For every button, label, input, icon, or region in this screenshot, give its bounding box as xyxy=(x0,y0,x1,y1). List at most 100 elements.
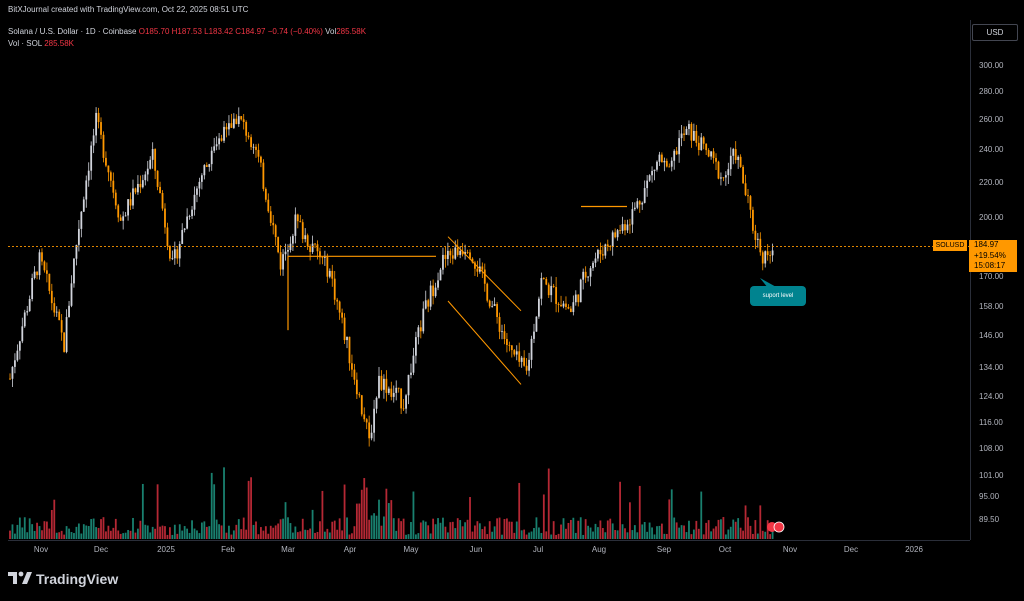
candle-body xyxy=(626,224,629,231)
volume-bar xyxy=(284,502,287,539)
candle-body xyxy=(304,235,307,240)
volume-bar xyxy=(464,522,466,539)
candle-body xyxy=(326,256,329,277)
candle-body xyxy=(658,154,661,162)
candle-body xyxy=(287,249,289,252)
candles[interactable] xyxy=(9,107,774,447)
price-chart[interactable] xyxy=(8,20,970,540)
currency-button[interactable]: USD xyxy=(972,24,1018,41)
time-tick-label: Oct xyxy=(719,545,732,554)
top-bar: BitXJournal created with TradingView.com… xyxy=(0,0,1024,20)
volume-bar xyxy=(26,532,29,539)
candle-body xyxy=(574,294,577,303)
volume-bar xyxy=(373,513,375,539)
candle-body xyxy=(720,177,722,179)
candle-body xyxy=(486,283,489,301)
volume-bar xyxy=(523,529,526,539)
volume-bar xyxy=(710,531,712,539)
candle-body xyxy=(641,202,644,205)
volume-bar xyxy=(9,530,11,539)
candle-body xyxy=(262,162,265,189)
candle-body xyxy=(459,250,462,255)
candle-body xyxy=(557,303,560,305)
volume-bar xyxy=(240,529,243,539)
candle-body xyxy=(46,270,48,274)
volume-bar xyxy=(555,534,558,539)
volume-bar xyxy=(712,528,715,539)
price-axis[interactable]: 300.00 280.00 260.00 240.00 220.00 200.00 170.… xyxy=(970,20,1024,540)
candle-body xyxy=(277,237,280,253)
event-flag-icon[interactable] xyxy=(773,521,785,533)
volume-bar xyxy=(606,520,609,539)
volume-bar xyxy=(260,527,262,539)
volume-bar xyxy=(267,533,270,539)
volume-bar xyxy=(569,519,572,539)
channel-upper-line[interactable] xyxy=(447,236,522,312)
candle-body xyxy=(690,124,693,141)
volume-bar xyxy=(176,533,179,539)
candle-body xyxy=(95,112,97,136)
volume-bar xyxy=(459,520,462,539)
volume-study-label[interactable]: Vol · SOL xyxy=(8,39,42,48)
candle-body xyxy=(584,271,587,278)
volume-bar xyxy=(161,525,164,539)
tradingview-logo[interactable]: TradingView xyxy=(8,570,118,588)
candle-body xyxy=(498,317,501,332)
candle-body xyxy=(134,188,137,193)
price-tick-label: 280.00 xyxy=(979,87,1004,96)
volume-bar xyxy=(651,527,653,539)
chart-pane[interactable] xyxy=(8,20,970,540)
candle-body xyxy=(491,306,494,307)
volume-bar xyxy=(159,526,161,539)
candle-body xyxy=(220,138,223,141)
candle-body xyxy=(508,344,511,346)
volume-bar xyxy=(18,517,21,539)
time-tick-label: Feb xyxy=(221,545,235,554)
volume-bar xyxy=(643,521,646,539)
volume-bar xyxy=(237,519,240,539)
volume-bar xyxy=(218,524,220,539)
candle-body xyxy=(173,249,176,259)
candle-body xyxy=(569,308,572,313)
volume-bar xyxy=(65,526,68,539)
volume-bar xyxy=(734,521,737,539)
volume-bar xyxy=(277,523,280,539)
candle-body xyxy=(395,387,398,393)
candle-body xyxy=(247,135,250,138)
time-axis-labels: Nov Dec 2025 Feb Mar Apr May Jun Jul Aug Sep Oct Nov… xyxy=(34,545,924,554)
candle-body xyxy=(501,331,503,333)
volume-bar xyxy=(724,534,727,539)
volume-bar xyxy=(223,467,225,539)
time-tick-label: 2025 xyxy=(157,545,175,554)
candle-body xyxy=(724,175,727,178)
candle-body xyxy=(702,137,705,144)
candle-body xyxy=(424,300,427,309)
candle-body xyxy=(592,262,594,269)
volume-bar xyxy=(102,517,105,539)
candle-body xyxy=(390,388,393,397)
channel-lower-line[interactable] xyxy=(447,300,522,385)
candle-body xyxy=(228,123,230,130)
volume-bar xyxy=(739,527,742,539)
price-tick-label: 240.00 xyxy=(979,145,1004,154)
candle-body xyxy=(331,270,334,279)
volume-bar xyxy=(670,489,673,539)
volume-bar xyxy=(68,528,70,539)
volume-bar xyxy=(466,519,469,539)
candle-body xyxy=(200,175,203,182)
candle-body xyxy=(594,258,597,263)
volume-bar xyxy=(309,528,312,539)
volume-bar xyxy=(771,528,774,539)
volume-bar xyxy=(506,518,508,539)
candle-body xyxy=(274,225,277,238)
volume-bar xyxy=(139,520,142,539)
symbol-description[interactable]: Solana / U.S. Dollar · 1D · Coinbase xyxy=(8,27,137,36)
candle-body xyxy=(734,149,737,161)
time-axis[interactable]: Nov Dec 2025 Feb Mar Apr May Jun Jul Aug Sep Oct Nov… xyxy=(8,540,970,557)
volume-bar xyxy=(528,532,530,539)
volume-bar xyxy=(518,482,521,539)
time-tick-label: May xyxy=(403,545,418,554)
support-level-callout[interactable]: suport level xyxy=(750,286,806,306)
volume-bar xyxy=(336,529,339,539)
volume-bar xyxy=(486,534,489,539)
